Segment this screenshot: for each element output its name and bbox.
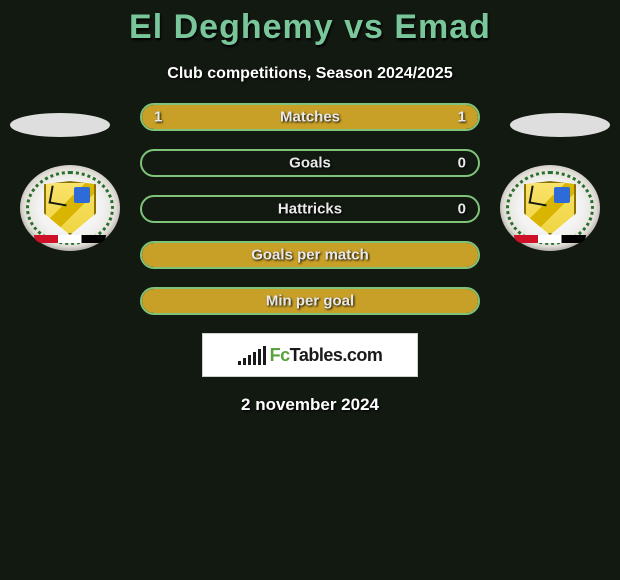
stat-row: 0 Hattricks [140,195,480,223]
stat-label: Goals [289,155,331,172]
stat-row: Min per goal [140,287,480,315]
stat-label: Goals per match [251,247,369,264]
stat-value-right: 0 [458,155,466,172]
stat-value-left: 1 [154,109,162,126]
player-right-placeholder [510,113,610,137]
comparison-panel: 1 1 Matches 0 Goals 0 Hattricks Goals per match… [0,103,620,415]
stat-row: 1 1 Matches [140,103,480,131]
club-crest-right [500,165,600,251]
stat-row: 0 Goals [140,149,480,177]
stat-row: Goals per match [140,241,480,269]
logo-text: FcTables.com [270,345,383,366]
stat-value-right: 0 [458,201,466,218]
stat-label: Matches [280,109,340,126]
club-crest-left [20,165,120,251]
stat-value-right: 1 [458,109,466,126]
date-text: 2 november 2024 [0,395,620,415]
player-left-placeholder [10,113,110,137]
subtitle: Club competitions, Season 2024/2025 [0,65,620,83]
stat-label: Hattricks [278,201,342,218]
stat-rows: 1 1 Matches 0 Goals 0 Hattricks Goals per match… [140,103,480,315]
stat-label: Min per goal [266,293,354,310]
bar-chart-icon [238,345,266,365]
page-title: El Deghemy vs Emad [0,0,620,47]
fctables-logo: FcTables.com [202,333,418,377]
